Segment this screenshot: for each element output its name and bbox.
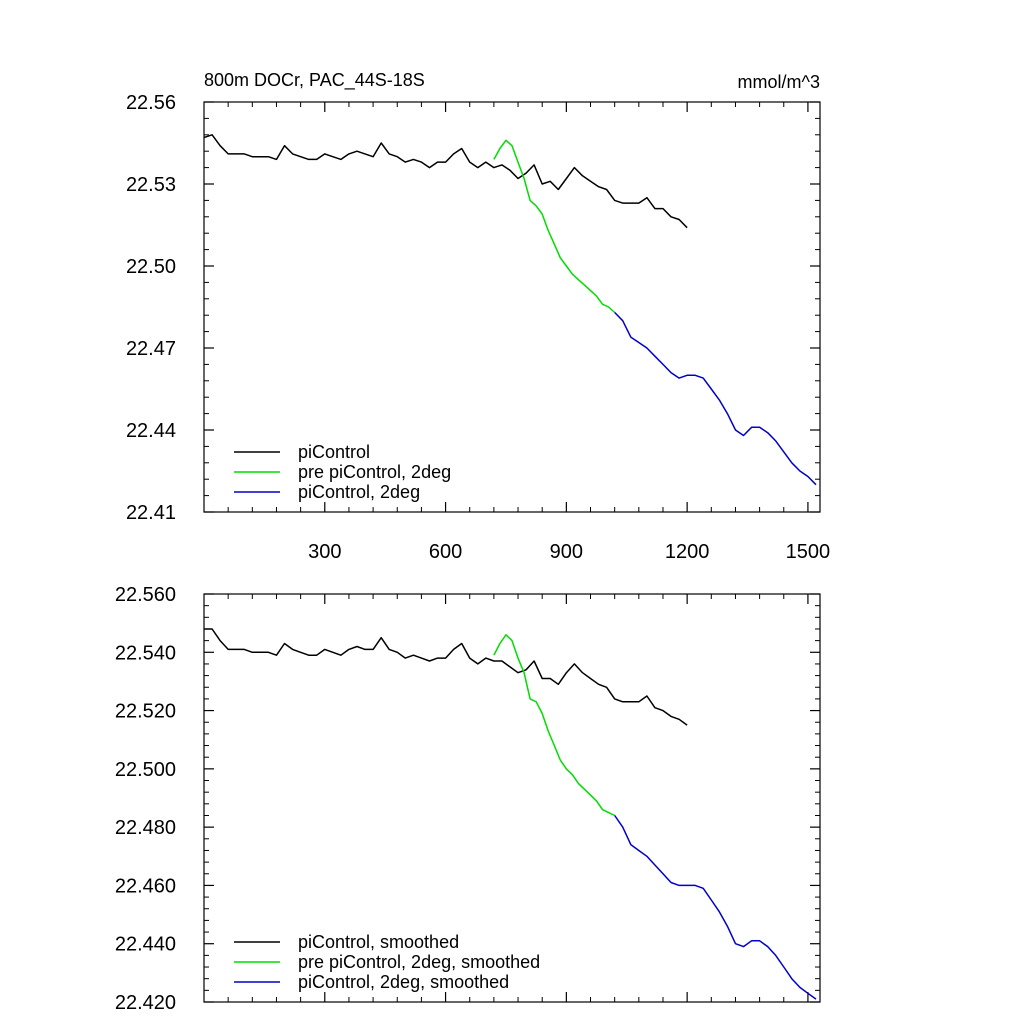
y-tick-label: 22.41	[126, 502, 176, 524]
legend-label: piControl, 2deg	[298, 482, 420, 502]
chart-title: 800m DOCr, PAC_44S-18S	[204, 70, 425, 91]
y-tick-label: 22.540	[115, 642, 176, 664]
y-tick-label: 22.53	[126, 174, 176, 196]
x-tick-label: 1200	[665, 541, 710, 563]
x-tick-label: 900	[550, 541, 583, 563]
y-tick-label: 22.44	[126, 420, 176, 442]
series-line-2	[493, 139, 616, 314]
legend-label: piControl, 2deg, smoothed	[298, 972, 509, 992]
y-tick-label: 22.560	[115, 584, 176, 606]
panel-1: 22.41 22.44 22.47 22.50 22.53 22.56 300 600 900 1…	[126, 70, 830, 563]
series-line-2	[493, 634, 616, 817]
panel-2: 22.420 22.440 22.460 22.480 22.500 22.520 22.5…	[115, 584, 821, 1014]
y-tick-label: 22.460	[115, 875, 176, 897]
y-tick-label: 22.520	[115, 701, 176, 723]
y-tick-label: 22.56	[126, 92, 176, 114]
y-tick-label: 22.420	[115, 992, 176, 1014]
series-line-3	[614, 311, 817, 486]
series-line-1	[204, 134, 688, 229]
y-tick-label: 22.47	[126, 338, 176, 360]
y-tick-label: 22.480	[115, 817, 176, 839]
x-tick-label: 600	[429, 541, 462, 563]
x-tick-label: 1500	[786, 541, 831, 563]
y-tick-label: 22.500	[115, 759, 176, 781]
legend-label: pre piControl, 2deg	[298, 462, 451, 482]
legend-label: piControl	[298, 442, 370, 462]
series-line-3	[614, 815, 817, 1000]
series-line-1	[204, 628, 688, 726]
y-tick-label: 22.440	[115, 934, 176, 956]
legend-label: pre piControl, 2deg, smoothed	[298, 952, 540, 972]
legend-label: piControl, smoothed	[298, 932, 459, 952]
units-label: mmol/m^3	[738, 72, 820, 92]
plot-frame	[203, 101, 821, 513]
y-tick-label: 22.50	[126, 256, 176, 278]
x-tick-label: 300	[308, 541, 341, 563]
plot-frame	[203, 593, 821, 1003]
